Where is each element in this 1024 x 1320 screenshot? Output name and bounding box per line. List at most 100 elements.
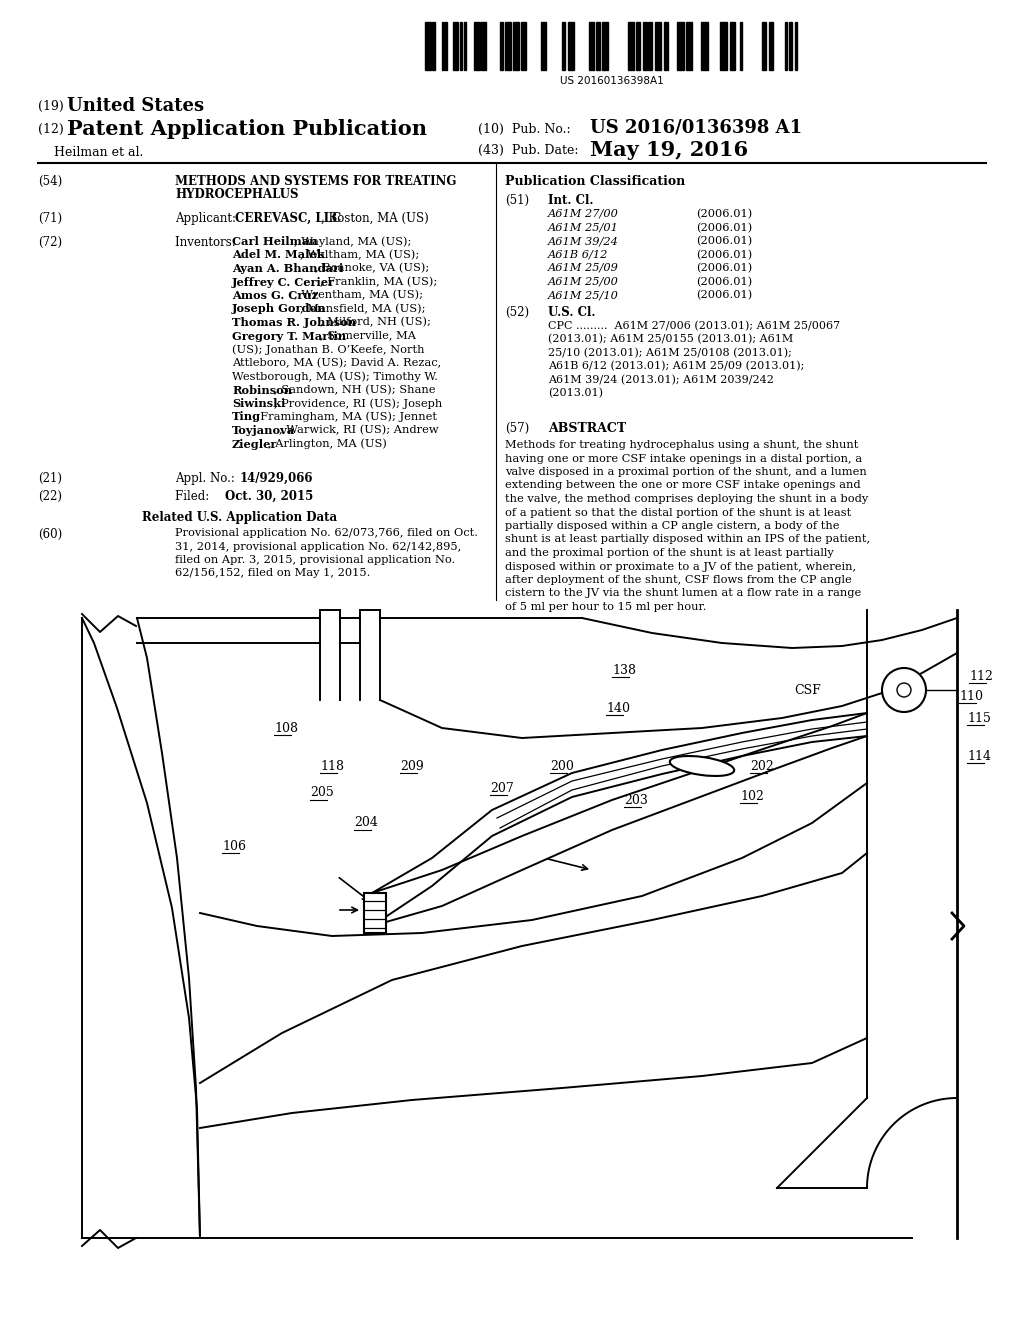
Text: (22): (22) bbox=[38, 490, 62, 503]
Ellipse shape bbox=[670, 756, 734, 776]
Text: after deployment of the shunt, CSF flows from the CP angle: after deployment of the shunt, CSF flows… bbox=[505, 576, 852, 585]
Bar bbox=[541, 22, 546, 70]
Text: Joseph Gordon: Joseph Gordon bbox=[232, 304, 327, 314]
Text: , Sandown, NH (US); Shane: , Sandown, NH (US); Shane bbox=[273, 384, 435, 395]
Text: 209: 209 bbox=[400, 759, 424, 772]
Text: (72): (72) bbox=[38, 236, 62, 249]
Text: Oct. 30, 2015: Oct. 30, 2015 bbox=[225, 490, 313, 503]
Bar bbox=[762, 22, 766, 70]
Text: ABSTRACT: ABSTRACT bbox=[548, 422, 626, 436]
Text: (71): (71) bbox=[38, 213, 62, 224]
Text: (US); Jonathan B. O’Keefe, North: (US); Jonathan B. O’Keefe, North bbox=[232, 345, 425, 355]
Text: (2013.01): (2013.01) bbox=[548, 388, 603, 399]
Text: A61M 39/24 (2013.01); A61M 2039/242: A61M 39/24 (2013.01); A61M 2039/242 bbox=[548, 375, 774, 385]
Text: US 20160136398A1: US 20160136398A1 bbox=[560, 77, 664, 86]
Text: , Wrentham, MA (US);: , Wrentham, MA (US); bbox=[295, 290, 423, 301]
Text: 115: 115 bbox=[967, 711, 991, 725]
Text: Toyjanova: Toyjanova bbox=[232, 425, 295, 436]
Text: 62/156,152, filed on May 1, 2015.: 62/156,152, filed on May 1, 2015. bbox=[175, 569, 371, 578]
Text: (51): (51) bbox=[505, 194, 529, 207]
Text: (10)  Pub. No.:: (10) Pub. No.: bbox=[478, 123, 570, 136]
Text: Ziegler: Ziegler bbox=[232, 438, 278, 450]
Bar bbox=[521, 22, 526, 70]
Text: 203: 203 bbox=[624, 793, 648, 807]
Text: Provisional application No. 62/073,766, filed on Oct.: Provisional application No. 62/073,766, … bbox=[175, 528, 478, 539]
Text: valve disposed in a proximal portion of the shunt, and a lumen: valve disposed in a proximal portion of … bbox=[505, 467, 866, 477]
Bar bbox=[453, 22, 458, 70]
Text: , Arlington, MA (US): , Arlington, MA (US) bbox=[268, 438, 387, 449]
Bar bbox=[505, 22, 511, 70]
Bar bbox=[686, 22, 692, 70]
Bar bbox=[460, 22, 462, 70]
Bar bbox=[628, 22, 634, 70]
Bar bbox=[364, 894, 386, 933]
Text: CSF: CSF bbox=[794, 684, 821, 697]
Text: Methods for treating hydrocephalus using a shunt, the shunt: Methods for treating hydrocephalus using… bbox=[505, 440, 858, 450]
Text: partially disposed within a CP angle cistern, a body of the: partially disposed within a CP angle cis… bbox=[505, 521, 840, 531]
Text: 204: 204 bbox=[354, 817, 378, 829]
Text: Appl. No.:: Appl. No.: bbox=[175, 473, 243, 484]
Text: 140: 140 bbox=[606, 701, 630, 714]
Bar bbox=[596, 22, 600, 70]
Bar bbox=[720, 22, 727, 70]
Bar bbox=[701, 22, 708, 70]
Text: , Milford, NH (US);: , Milford, NH (US); bbox=[321, 317, 431, 327]
Text: , Warwick, RI (US); Andrew: , Warwick, RI (US); Andrew bbox=[279, 425, 438, 436]
Bar bbox=[425, 22, 431, 70]
Bar bbox=[442, 22, 444, 70]
Text: filed on Apr. 3, 2015, provisional application No.: filed on Apr. 3, 2015, provisional appli… bbox=[175, 554, 456, 565]
Text: of a patient so that the distal portion of the shunt is at least: of a patient so that the distal portion … bbox=[505, 507, 851, 517]
Text: Thomas R. Johnson: Thomas R. Johnson bbox=[232, 317, 356, 327]
Text: United States: United States bbox=[67, 96, 204, 115]
Bar bbox=[643, 22, 647, 70]
Bar bbox=[769, 22, 773, 70]
Bar bbox=[664, 22, 668, 70]
Circle shape bbox=[882, 668, 926, 711]
Text: 31, 2014, provisional application No. 62/142,895,: 31, 2014, provisional application No. 62… bbox=[175, 541, 461, 552]
Text: , Waltham, MA (US);: , Waltham, MA (US); bbox=[300, 249, 419, 260]
Text: , Franklin, MA (US);: , Franklin, MA (US); bbox=[321, 276, 437, 286]
Text: Ting: Ting bbox=[232, 412, 261, 422]
Text: 14/929,066: 14/929,066 bbox=[240, 473, 313, 484]
Text: (2006.01): (2006.01) bbox=[696, 263, 753, 273]
Text: Int. Cl.: Int. Cl. bbox=[548, 194, 594, 207]
Text: 112: 112 bbox=[969, 669, 993, 682]
Text: 106: 106 bbox=[222, 840, 246, 853]
Text: (52): (52) bbox=[505, 305, 529, 318]
Text: extending between the one or more CSF intake openings and: extending between the one or more CSF in… bbox=[505, 480, 860, 491]
Text: Jeffrey C. Cerier: Jeffrey C. Cerier bbox=[232, 276, 335, 288]
Bar bbox=[740, 22, 742, 70]
Text: 205: 205 bbox=[310, 787, 334, 800]
Text: , Wayland, MA (US);: , Wayland, MA (US); bbox=[295, 236, 412, 247]
Text: Siwinski: Siwinski bbox=[232, 399, 286, 409]
Bar bbox=[636, 22, 640, 70]
Text: Adel M. Malek: Adel M. Malek bbox=[232, 249, 325, 260]
Text: (2006.01): (2006.01) bbox=[696, 209, 753, 219]
Text: , Somerville, MA: , Somerville, MA bbox=[321, 330, 417, 341]
Text: A61M 25/09: A61M 25/09 bbox=[548, 263, 618, 273]
Bar bbox=[795, 22, 797, 70]
Text: 102: 102 bbox=[740, 789, 764, 803]
Bar bbox=[513, 22, 519, 70]
Text: A61M 25/10: A61M 25/10 bbox=[548, 290, 618, 300]
Bar bbox=[481, 22, 486, 70]
Text: METHODS AND SYSTEMS FOR TREATING: METHODS AND SYSTEMS FOR TREATING bbox=[175, 176, 457, 187]
Bar bbox=[785, 22, 787, 70]
Text: 202: 202 bbox=[750, 759, 774, 772]
Text: (60): (60) bbox=[38, 528, 62, 541]
Text: Inventors:: Inventors: bbox=[175, 236, 244, 249]
Bar bbox=[602, 22, 608, 70]
Bar bbox=[445, 22, 447, 70]
Text: Filed:: Filed: bbox=[175, 490, 240, 503]
Bar bbox=[589, 22, 594, 70]
Text: Publication Classification: Publication Classification bbox=[505, 176, 685, 187]
Bar bbox=[648, 22, 652, 70]
Bar bbox=[432, 22, 435, 70]
Text: (21): (21) bbox=[38, 473, 62, 484]
Bar bbox=[677, 22, 684, 70]
Text: shunt is at least partially disposed within an IPS of the patient,: shunt is at least partially disposed wit… bbox=[505, 535, 870, 544]
Text: 200: 200 bbox=[550, 759, 573, 772]
Text: (2013.01); A61M 25/0155 (2013.01); A61M: (2013.01); A61M 25/0155 (2013.01); A61M bbox=[548, 334, 794, 345]
Text: , Boston, MA (US): , Boston, MA (US) bbox=[321, 213, 429, 224]
Text: A61B 6/12: A61B 6/12 bbox=[548, 249, 608, 260]
